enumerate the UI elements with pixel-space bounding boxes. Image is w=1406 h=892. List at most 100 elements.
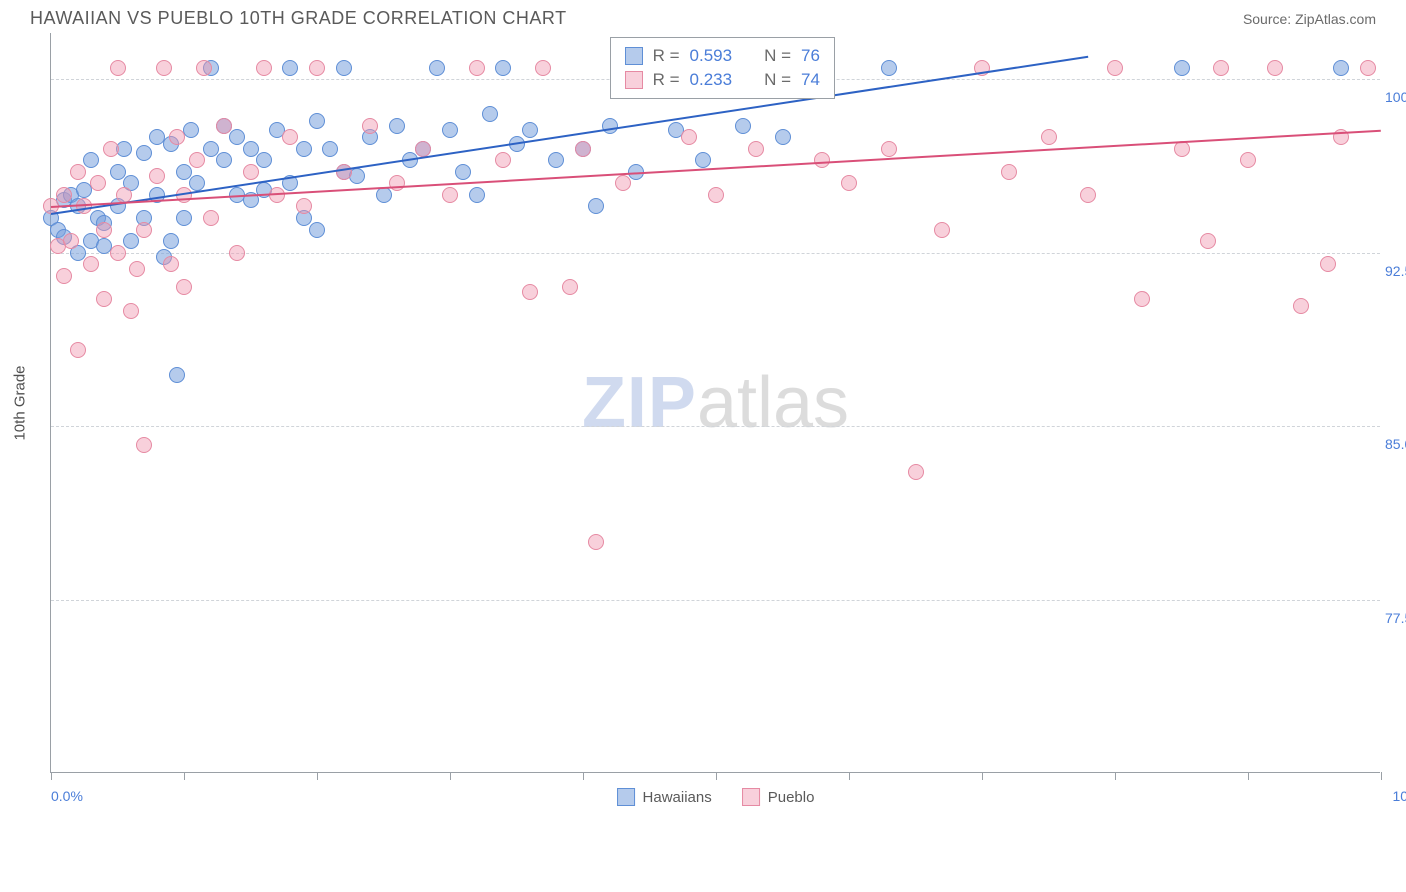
data-point	[1001, 164, 1017, 180]
data-point	[1333, 60, 1349, 76]
data-point	[695, 152, 711, 168]
data-point	[229, 245, 245, 261]
data-point	[469, 60, 485, 76]
stat-r-label: R =	[653, 70, 680, 90]
data-point	[169, 129, 185, 145]
data-point	[908, 464, 924, 480]
watermark: ZIPatlas	[582, 362, 849, 444]
data-point	[123, 233, 139, 249]
x-tick	[1381, 772, 1382, 780]
data-point	[96, 291, 112, 307]
data-point	[83, 256, 99, 272]
data-point	[136, 437, 152, 453]
data-point	[103, 141, 119, 157]
data-point	[176, 279, 192, 295]
data-point	[203, 141, 219, 157]
chart-title: HAWAIIAN VS PUEBLO 10TH GRADE CORRELATIO…	[30, 8, 567, 29]
correlation-stat-box: R =0.593N =76R =0.233N =74	[610, 37, 835, 99]
data-point	[63, 233, 79, 249]
x-tick	[716, 772, 717, 780]
stat-n-value: 76	[801, 46, 820, 66]
x-tick	[1115, 772, 1116, 780]
data-point	[389, 175, 405, 191]
data-point	[455, 164, 471, 180]
series-swatch	[625, 71, 643, 89]
data-point	[415, 141, 431, 157]
data-point	[176, 210, 192, 226]
data-point	[389, 118, 405, 134]
legend-swatch	[617, 788, 635, 806]
data-point	[282, 60, 298, 76]
data-point	[814, 152, 830, 168]
data-point	[522, 122, 538, 138]
y-tick-label: 77.5%	[1385, 610, 1406, 626]
data-point	[322, 141, 338, 157]
data-point	[1080, 187, 1096, 203]
x-axis-min-label: 0.0%	[51, 788, 83, 804]
data-point	[841, 175, 857, 191]
data-point	[96, 222, 112, 238]
data-point	[1267, 60, 1283, 76]
data-point	[535, 60, 551, 76]
data-point	[1041, 129, 1057, 145]
data-point	[216, 118, 232, 134]
data-point	[149, 168, 165, 184]
data-point	[735, 118, 751, 134]
y-tick-label: 100.0%	[1385, 89, 1406, 105]
legend-swatch	[742, 788, 760, 806]
data-point	[1134, 291, 1150, 307]
data-point	[56, 268, 72, 284]
gridline	[51, 426, 1380, 427]
data-point	[588, 534, 604, 550]
data-point	[881, 60, 897, 76]
data-point	[203, 210, 219, 226]
data-point	[1200, 233, 1216, 249]
legend-item: Hawaiians	[617, 788, 712, 806]
data-point	[176, 164, 192, 180]
data-point	[110, 164, 126, 180]
legend-label: Pueblo	[768, 789, 815, 806]
x-tick	[849, 772, 850, 780]
data-point	[196, 60, 212, 76]
data-point	[615, 175, 631, 191]
x-axis-max-label: 100.0%	[1393, 788, 1406, 804]
data-point	[229, 129, 245, 145]
data-point	[336, 164, 352, 180]
data-point	[189, 152, 205, 168]
data-point	[548, 152, 564, 168]
legend: Hawaiians Pueblo	[617, 788, 815, 806]
data-point	[243, 141, 259, 157]
data-point	[1293, 298, 1309, 314]
data-point	[482, 106, 498, 122]
x-tick	[184, 772, 185, 780]
data-point	[282, 129, 298, 145]
data-point	[1320, 256, 1336, 272]
x-tick	[51, 772, 52, 780]
data-point	[83, 152, 99, 168]
data-point	[1213, 60, 1229, 76]
data-point	[681, 129, 697, 145]
stat-row: R =0.593N =76	[625, 44, 820, 68]
data-point	[309, 113, 325, 129]
data-point	[442, 187, 458, 203]
data-point	[429, 60, 445, 76]
data-point	[123, 303, 139, 319]
data-point	[362, 118, 378, 134]
legend-label: Hawaiians	[643, 789, 712, 806]
data-point	[934, 222, 950, 238]
data-point	[70, 342, 86, 358]
data-point	[110, 245, 126, 261]
data-point	[588, 198, 604, 214]
data-point	[169, 367, 185, 383]
data-point	[748, 141, 764, 157]
data-point	[1360, 60, 1376, 76]
stat-r-label: R =	[653, 46, 680, 66]
data-point	[56, 187, 72, 203]
data-point	[469, 187, 485, 203]
data-point	[495, 60, 511, 76]
data-point	[1107, 60, 1123, 76]
source-label: Source: ZipAtlas.com	[1243, 11, 1376, 27]
x-tick	[450, 772, 451, 780]
series-swatch	[625, 47, 643, 65]
data-point	[775, 129, 791, 145]
